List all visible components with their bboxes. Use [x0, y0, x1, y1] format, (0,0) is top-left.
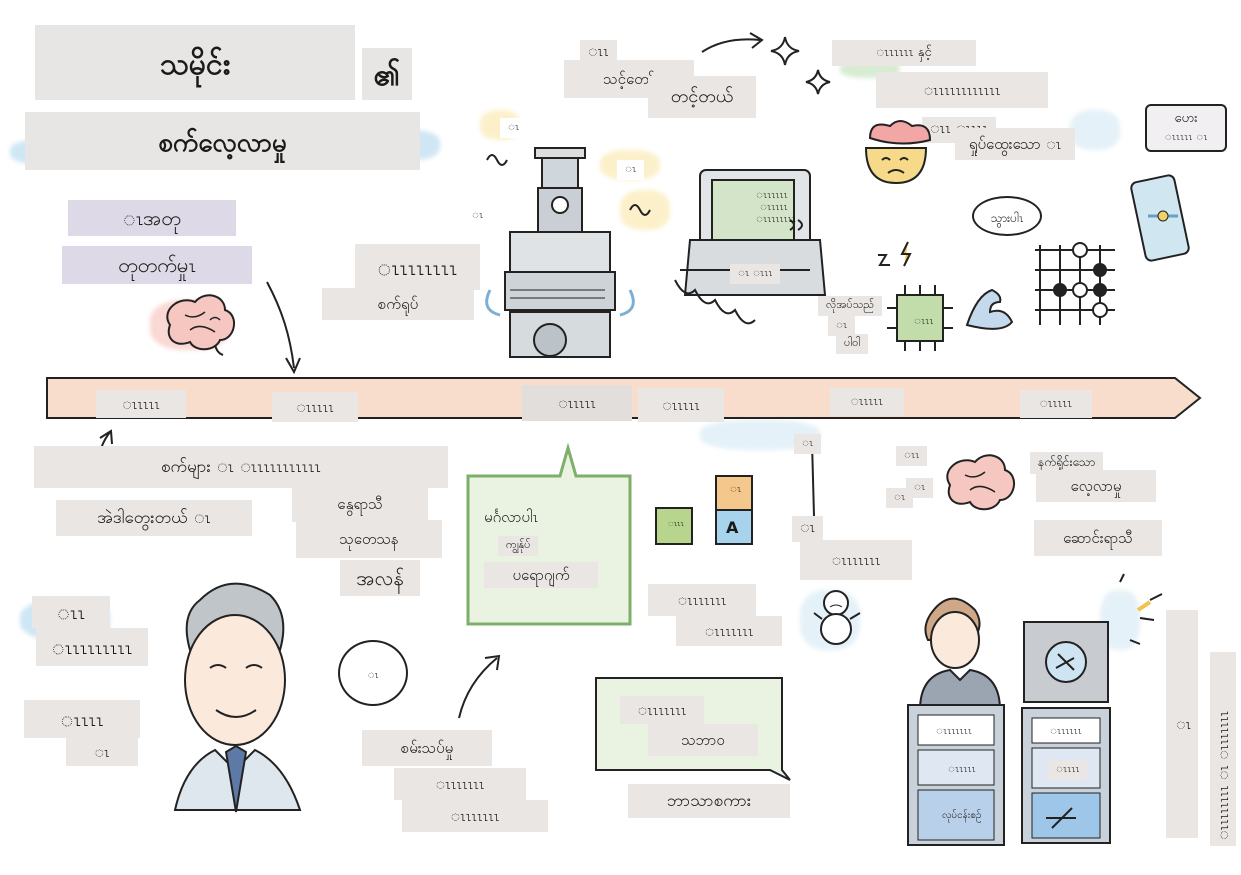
timeline-year: ၤၤၤၤၤ [522, 385, 632, 421]
note-n4: ၤ [66, 738, 138, 766]
go-board-icon [1035, 242, 1115, 325]
speech-go: သွားပါၤ [972, 196, 1042, 236]
note-deep: နက်ရှိုင်းသော [1030, 452, 1104, 474]
timeline-year: ၤၤၤၤၤ [1020, 390, 1092, 418]
blocks-icon [655, 475, 753, 545]
blue-wash [1070, 110, 1120, 150]
squiggle-icon [486, 154, 508, 166]
chip-label: ၤၤၤ [914, 314, 934, 327]
green-speech-box [466, 442, 632, 626]
brain-icon [166, 294, 235, 356]
podium-a-label: ၤၤၤၤၤ [948, 762, 976, 775]
green-box-text-a: မင်္ဂလာပါၤ [484, 508, 539, 526]
vertical-note-b: ၤၤၤၤၤၤၤၤ ၤ ၤၤၤၤၤၤၤ [1210, 652, 1236, 846]
podium-b-label: ၤၤၤၤၤၤ [1050, 724, 1082, 737]
winter-dot: ၤၤ [896, 446, 928, 466]
timeline-year: ၤၤၤၤၤ [96, 390, 186, 418]
winter-label: ၤၤၤၤၤၤၤ [800, 540, 912, 580]
sparkle-icon [770, 36, 831, 95]
note-learning: လေ့လာမှု [1036, 470, 1156, 502]
machine-subtitle: စက်ရုပ် [322, 288, 474, 320]
block-letter: A [726, 518, 739, 537]
note-think: အဲဒါတွေးတယ် ၤ [56, 500, 252, 536]
phone-icon [1130, 174, 1190, 262]
dashed-line [811, 441, 815, 517]
lang-box-c: ဘာသာစကား [628, 784, 790, 818]
timeline-year: ၤၤၤၤၤ [638, 388, 724, 422]
note-ai: ၤအတု [68, 200, 236, 236]
block-label: ၤၤၤ [668, 519, 684, 529]
machine-title: ၤၤၤၤၤၤၤၤ [355, 244, 480, 290]
podium-b-label: ၤၤၤၤ [1048, 760, 1088, 780]
tag-small: ၤ [464, 206, 491, 226]
title-suffix: ၏ [362, 48, 412, 100]
note-n3: ၤၤၤၤ [24, 700, 140, 738]
title-line1: သမိုင်း [35, 25, 355, 100]
screen-text: ၤၤၤၤၤၤ [756, 188, 788, 201]
arrow-icon [266, 281, 301, 375]
note-c: တင့်တယ် [648, 76, 756, 118]
tag-small: ၤ [500, 118, 527, 138]
arrow-icon [701, 32, 764, 53]
note-n1: ၤၤ [32, 596, 110, 628]
chip-note-b: ၤ [828, 316, 855, 336]
blocks-note-1: ၤၤၤၤၤၤၤ [648, 584, 756, 616]
note-machines-think: စက်များ ၤ ၤၤၤၤၤၤၤၤၤၤၤ [34, 446, 448, 488]
note-research: သုတေသန [296, 520, 442, 558]
portrait-person [173, 582, 302, 813]
tag-small: ၤ [617, 160, 644, 180]
note-complex-a: ၤၤၤၤၤၤၤၤၤၤၤၤ [876, 72, 1048, 108]
squiggle-icon [629, 204, 651, 216]
note-progress: တုတက်မှုၤ [62, 246, 252, 284]
note-n2: ၤၤၤၤၤၤၤၤၤ [36, 628, 148, 666]
timeline-year: ၤၤၤၤၤ [830, 388, 904, 416]
note-summer: နွေရာသီ [292, 486, 428, 522]
note-winter-season: ဆောင်းရာသီ [1034, 520, 1162, 556]
lightning-icon [878, 241, 912, 267]
yellow-wash [620, 190, 670, 230]
winter-tag-a: ၤ [794, 434, 821, 454]
note-experiment: စမ်းသပ်မှု [362, 730, 492, 766]
lang-box-b: သဘာဝ [648, 724, 758, 756]
podium-a-label: ၤၤၤၤၤၤၤ [936, 724, 972, 737]
note-alan: အလန် [340, 560, 420, 596]
computer-at-podium [1021, 621, 1111, 844]
spark-icon [1119, 573, 1163, 645]
speech-q: ၤ [338, 640, 408, 706]
speech-hello: ဟေး ၤၤၤၤၤ ၤ [1145, 104, 1227, 152]
note-e: ၤၤၤၤၤၤၤ [394, 768, 526, 800]
title-line2: စက်လေ့လာမှု [25, 112, 420, 170]
muscle-icon [965, 288, 1014, 330]
brain-icon [946, 454, 1015, 511]
timeline-year: ၤၤၤၤၤ [272, 392, 358, 422]
note-complex-c: ရှုပ်ထွေးသော ၤ [955, 128, 1075, 160]
lang-box-a: ၤၤၤၤၤၤၤ [620, 696, 704, 724]
blocks-note-2: ၤၤၤၤၤၤၤ [676, 616, 782, 646]
green-box-text-c: ပရောဂျက် [484, 562, 598, 588]
arrow-icon [458, 654, 501, 719]
snowman-icon [813, 590, 861, 645]
exploding-head-icon [864, 120, 932, 185]
vertical-note-a: ၤ [1176, 715, 1191, 733]
block-label: ၤ [730, 482, 741, 495]
green-box-text-b: ကျွန်ုပ် [498, 536, 539, 556]
chip-note-c: ပါဝါ [836, 334, 869, 354]
man-at-podium [907, 597, 1005, 846]
note-and: ၤၤၤၤၤၤ နှင့် [832, 40, 976, 66]
podium-a-label: လုပ်ငန်းစဉ် [942, 810, 982, 821]
chip-icon [887, 285, 953, 351]
title-text: သမိုင်း [159, 47, 231, 82]
screen-text: ၤၤၤၤၤ [760, 200, 788, 213]
robot-machine-icon [485, 147, 635, 358]
winter-tag-b: ၤ [792, 516, 823, 542]
screen-text: ၤၤၤၤၤၤၤၤ [756, 212, 796, 225]
chip-note-a: လိုအပ်သည် [818, 296, 882, 316]
winter-dot: ၤ [886, 488, 913, 508]
vertical-note-box [1166, 610, 1198, 838]
computer-base-text: ၤ ၤၤၤ [730, 264, 781, 284]
note-f: ၤၤၤၤၤၤၤ [402, 800, 548, 832]
